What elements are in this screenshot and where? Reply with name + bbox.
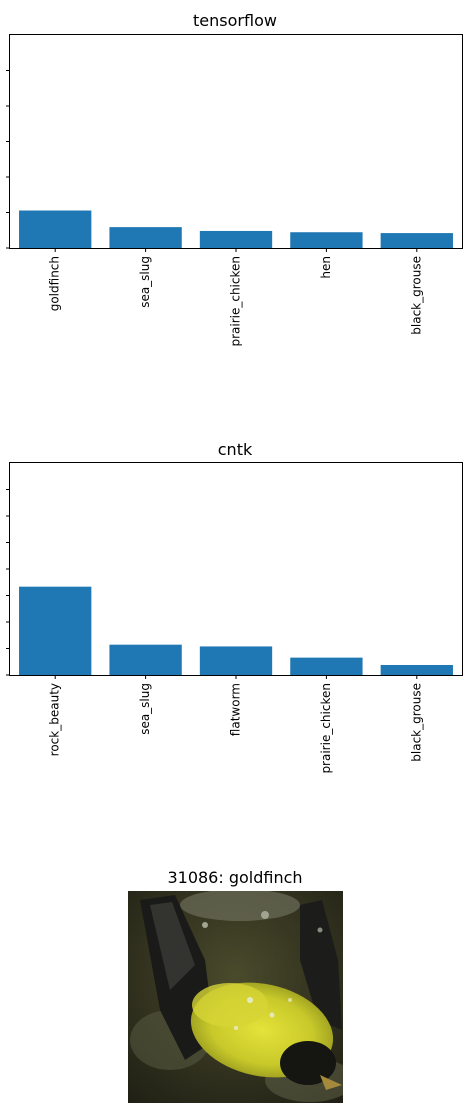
- image-panel: 31086: goldfinch: [128, 868, 343, 1103]
- plot-frame: [9, 34, 463, 249]
- bar-hen: [290, 232, 363, 248]
- chart-title: cntk: [218, 440, 253, 459]
- bar-prairie_chicken: [199, 230, 273, 248]
- chart-cntk: cntk rock_beauty sea_slug flatworm prairie_…: [6, 440, 463, 774]
- bar-sea_slug: [109, 227, 182, 248]
- x-tick-label: sea_slug: [138, 256, 152, 308]
- x-tick-label: goldfinch: [48, 256, 62, 311]
- bar-prairie_chicken: [290, 657, 363, 675]
- x-tick-label: prairie_chicken: [229, 256, 243, 347]
- x-tick-label: flatworm: [229, 683, 243, 736]
- bar-flatworm: [199, 646, 273, 675]
- x-tick-label: prairie_chicken: [319, 683, 333, 774]
- bar-sea_slug: [109, 644, 182, 675]
- x-tick-labels: goldfinch sea_slug prairie_chicken hen black…: [48, 256, 424, 347]
- x-tick-label: black_grouse: [409, 256, 423, 335]
- chart-tensorflow: tensorflow goldfinch sea_slug prairie_chic…: [6, 11, 463, 347]
- bar-black_grouse: [380, 233, 453, 248]
- plot-frame: [9, 462, 463, 676]
- bar-group: [19, 586, 453, 675]
- bar-goldfinch: [19, 210, 92, 248]
- bar-black_grouse: [380, 664, 453, 675]
- bar-rock_beauty: [19, 586, 92, 675]
- x-tick-labels: rock_beauty sea_slug flatworm prairie_chick…: [48, 683, 424, 774]
- x-tick-label: black_grouse: [409, 683, 423, 762]
- chart-title: tensorflow: [193, 11, 277, 30]
- x-tick-label: rock_beauty: [48, 683, 62, 756]
- x-tick-label: sea_slug: [138, 683, 152, 735]
- x-tick-label: hen: [319, 256, 333, 279]
- goldfinch-photo: [128, 891, 343, 1103]
- image-title: 31086: goldfinch: [167, 868, 302, 887]
- bar-group: [19, 210, 453, 248]
